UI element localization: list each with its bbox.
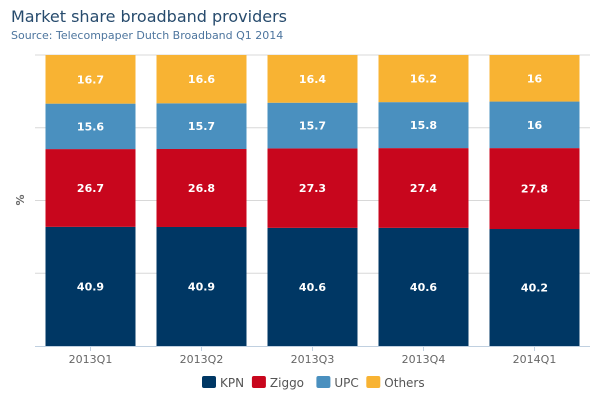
legend-swatch-others — [366, 376, 381, 388]
bar-ziggo — [156, 148, 247, 227]
bar-kpn — [267, 227, 358, 346]
data-label: 16.6 — [188, 73, 215, 86]
data-label: 15.6 — [77, 120, 104, 133]
chart-title: Market share broadband providers — [11, 7, 287, 26]
bar-ziggo — [489, 148, 580, 230]
bar-others — [489, 55, 580, 102]
data-label: 27.8 — [521, 183, 548, 196]
bar-kpn — [45, 226, 136, 346]
bar-kpn — [489, 229, 580, 346]
data-label: 15.7 — [188, 120, 215, 133]
x-tick-label: 2013Q3 — [291, 353, 335, 366]
x-tick-label: 2013Q4 — [402, 353, 446, 366]
y-axis-label: % — [14, 194, 27, 205]
data-label: 15.7 — [299, 120, 326, 133]
data-label: 26.7 — [77, 182, 104, 195]
data-label: 16.4 — [299, 73, 326, 86]
bar-upc — [378, 102, 469, 149]
bar-ziggo — [378, 148, 469, 228]
bar-upc — [156, 103, 247, 149]
bar-others — [45, 55, 136, 104]
bar-kpn — [378, 227, 469, 346]
chart-subtitle: Source: Telecompaper Dutch Broadband Q1 … — [11, 29, 284, 42]
data-label: 16 — [527, 72, 543, 85]
legend-swatch-kpn — [202, 376, 216, 388]
legend-swatch-ziggo — [251, 376, 266, 388]
bar-upc — [489, 101, 580, 149]
data-label: 40.9 — [77, 280, 104, 293]
legend-item-others[interactable]: Others — [384, 376, 424, 390]
legend-item-upc[interactable]: UPC — [334, 376, 358, 390]
bar-others — [378, 55, 469, 103]
data-label: 40.9 — [188, 280, 215, 293]
data-label: 40.6 — [410, 281, 437, 294]
data-label: 27.3 — [299, 182, 326, 195]
bar-upc — [45, 103, 136, 150]
data-label: 16.2 — [410, 73, 437, 86]
x-tick-label: 2013Q2 — [180, 353, 224, 366]
data-label: 40.6 — [299, 281, 326, 294]
bar-kpn — [156, 226, 247, 346]
bar-others — [156, 55, 247, 104]
data-label: 40.2 — [521, 282, 548, 295]
bar-upc — [267, 102, 358, 149]
legend-item-kpn[interactable]: KPN — [220, 376, 244, 390]
data-label: 16.7 — [77, 73, 104, 86]
data-label: 15.8 — [410, 119, 437, 132]
bar-ziggo — [45, 149, 136, 227]
legend-swatch-upc — [316, 376, 331, 388]
legend-item-ziggo[interactable]: Ziggo — [270, 376, 304, 390]
data-label: 27.4 — [410, 182, 437, 195]
data-label: 16 — [527, 119, 543, 132]
data-label: 26.8 — [188, 182, 215, 195]
x-tick-label: 2013Q1 — [69, 353, 113, 366]
bar-others — [267, 55, 358, 103]
bar-ziggo — [267, 148, 358, 228]
x-tick-label: 2014Q1 — [513, 353, 557, 366]
